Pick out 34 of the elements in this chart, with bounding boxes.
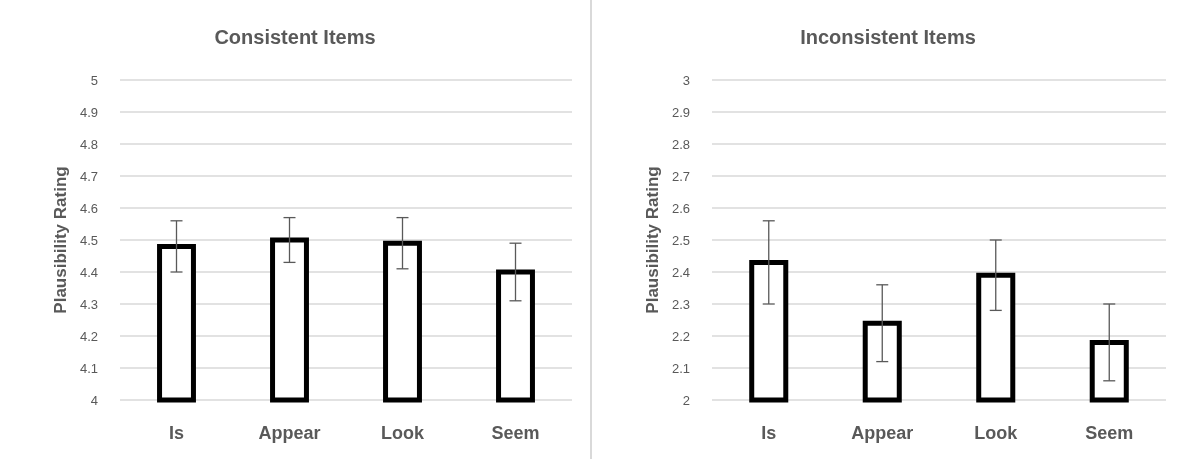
y-tick-label: 2.6	[671, 200, 690, 216]
y-tick-label: 4.8	[79, 136, 98, 152]
x-tick-label: Look	[381, 423, 425, 443]
y-tick-label: 4.5	[79, 232, 98, 248]
y-tick-label: 2.8	[671, 136, 690, 152]
x-tick-label: Is	[761, 423, 777, 443]
x-tick-label: Appear	[258, 423, 321, 443]
y-tick-label: 5	[90, 72, 98, 88]
y-axis-title: Plausibility Rating	[643, 166, 663, 314]
y-tick-label: 4.4	[79, 264, 98, 280]
chart-title: Consistent Items	[214, 26, 376, 48]
y-tick-label: 2	[682, 392, 690, 408]
y-tick-label: 2.3	[671, 296, 690, 312]
y-tick-label: 2.5	[671, 232, 690, 248]
y-tick-label: 2.7	[671, 168, 690, 184]
x-tick-label: Appear	[851, 423, 914, 443]
y-tick-label: 4.2	[79, 328, 98, 344]
y-tick-label: 4.6	[79, 200, 98, 216]
y-tick-label: 4.1	[79, 360, 98, 376]
y-tick-label: 4	[90, 392, 98, 408]
y-axis-title: Plausibility Rating	[51, 166, 71, 314]
y-tick-label: 2.1	[671, 360, 690, 376]
y-tick-label: 2.4	[671, 264, 690, 280]
y-tick-label: 4.3	[79, 296, 98, 312]
chart-title: Inconsistent Items	[800, 26, 976, 48]
x-tick-label: Is	[168, 423, 185, 443]
y-tick-label: 4.9	[79, 104, 98, 120]
x-tick-label: Seem	[1085, 423, 1134, 443]
y-tick-label: 4.7	[79, 168, 98, 184]
x-tick-label: Look	[974, 423, 1019, 443]
x-tick-label: Seem	[491, 423, 540, 443]
y-tick-label: 2.2	[671, 328, 690, 344]
y-tick-label: 2.9	[671, 104, 690, 120]
y-tick-label: 3	[682, 72, 690, 88]
